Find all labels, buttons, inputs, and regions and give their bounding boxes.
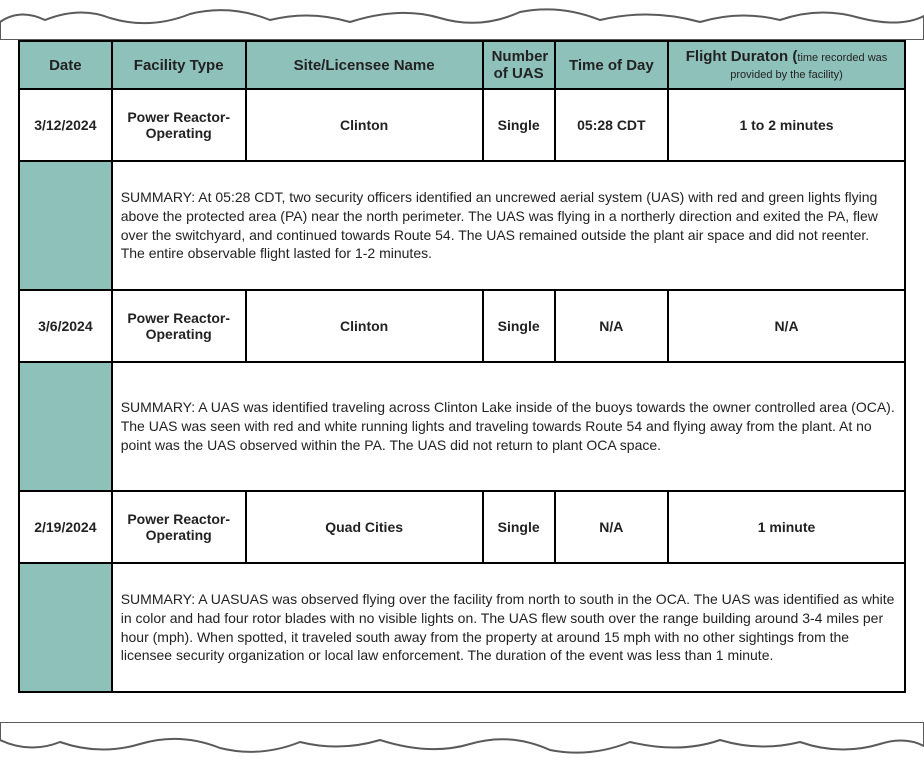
cell-date: 2/19/2024 bbox=[19, 491, 112, 563]
cell-num-uas: Single bbox=[483, 290, 555, 362]
cell-duration: 1 to 2 minutes bbox=[668, 89, 905, 161]
summary-row: SUMMARY: At 05:28 CDT, two security offi… bbox=[19, 161, 905, 290]
table-wrapper: Date Facility Type Site/Licensee Name Nu… bbox=[18, 40, 906, 712]
cell-site: Clinton bbox=[246, 290, 483, 362]
cell-summary: SUMMARY: A UAS was identified traveling … bbox=[112, 362, 905, 491]
cell-time: 05:28 CDT bbox=[555, 89, 668, 161]
torn-edge-top bbox=[0, 0, 924, 40]
col-header-duration-main: Flight Duraton ( bbox=[686, 48, 798, 65]
summary-stub bbox=[19, 362, 112, 491]
cell-site: Clinton bbox=[246, 89, 483, 161]
cell-facility: Power Reactor-Operating bbox=[112, 89, 246, 161]
table-row: 3/12/2024 Power Reactor-Operating Clinto… bbox=[19, 89, 905, 161]
cell-summary: SUMMARY: At 05:28 CDT, two security offi… bbox=[112, 161, 905, 290]
page-container: Date Facility Type Site/Licensee Name Nu… bbox=[0, 0, 924, 762]
cell-site: Quad Cities bbox=[246, 491, 483, 563]
summary-stub bbox=[19, 563, 112, 692]
col-header-facility: Facility Type bbox=[112, 41, 246, 89]
header-row: Date Facility Type Site/Licensee Name Nu… bbox=[19, 41, 905, 89]
cell-date: 3/6/2024 bbox=[19, 290, 112, 362]
col-header-site: Site/Licensee Name bbox=[246, 41, 483, 89]
cell-facility: Power Reactor-Operating bbox=[112, 491, 246, 563]
col-header-date: Date bbox=[19, 41, 112, 89]
cell-time: N/A bbox=[555, 491, 668, 563]
table-row: 3/6/2024 Power Reactor-Operating Clinton… bbox=[19, 290, 905, 362]
uas-incident-table: Date Facility Type Site/Licensee Name Nu… bbox=[18, 40, 906, 693]
col-header-time: Time of Day bbox=[555, 41, 668, 89]
summary-row: SUMMARY: A UASUAS was observed flying ov… bbox=[19, 563, 905, 692]
torn-edge-bottom bbox=[0, 722, 924, 762]
cell-summary: SUMMARY: A UASUAS was observed flying ov… bbox=[112, 563, 905, 692]
cell-num-uas: Single bbox=[483, 89, 555, 161]
col-header-num-uas: Number of UAS bbox=[483, 41, 555, 89]
cell-duration: N/A bbox=[668, 290, 905, 362]
cell-date: 3/12/2024 bbox=[19, 89, 112, 161]
table-body: 3/12/2024 Power Reactor-Operating Clinto… bbox=[19, 89, 905, 692]
summary-row: SUMMARY: A UAS was identified traveling … bbox=[19, 362, 905, 491]
table-row: 2/19/2024 Power Reactor-Operating Quad C… bbox=[19, 491, 905, 563]
cell-duration: 1 minute bbox=[668, 491, 905, 563]
cell-time: N/A bbox=[555, 290, 668, 362]
col-header-duration: Flight Duraton (time recorded was provid… bbox=[668, 41, 905, 89]
cell-facility: Power Reactor-Operating bbox=[112, 290, 246, 362]
cell-num-uas: Single bbox=[483, 491, 555, 563]
summary-stub bbox=[19, 161, 112, 290]
